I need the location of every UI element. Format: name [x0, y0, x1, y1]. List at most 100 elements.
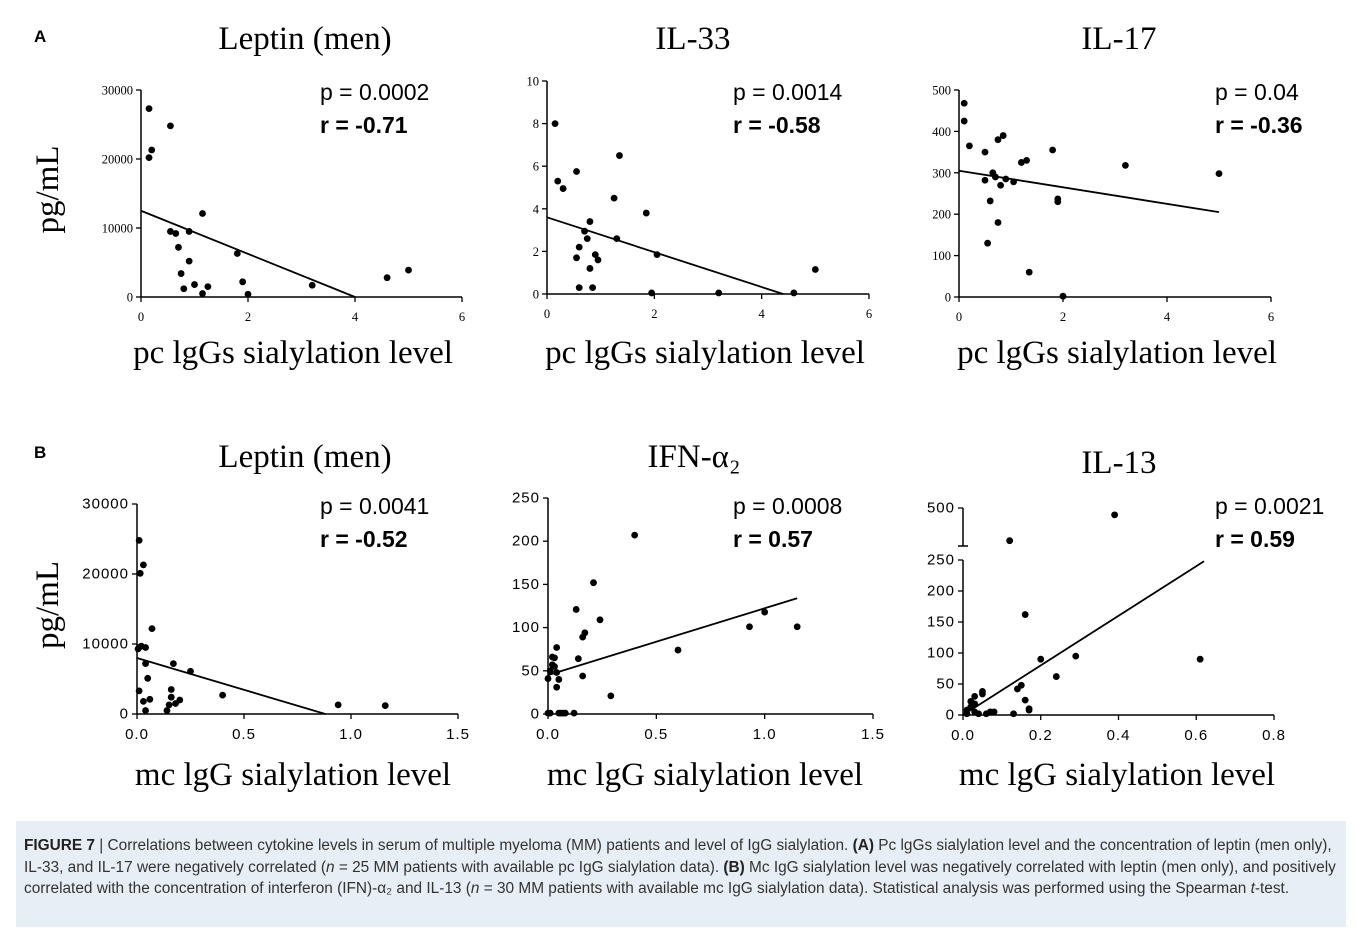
caption-n: n — [470, 880, 480, 897]
data-point — [648, 289, 656, 297]
x-tick-label: 6 — [1268, 310, 1274, 324]
y-tick-label: 100 — [512, 619, 540, 636]
x-tick-label: 0.0 — [536, 726, 560, 743]
y-tick-label: 400 — [932, 125, 951, 139]
data-point — [561, 709, 569, 717]
y-tick-label: 100 — [927, 645, 955, 662]
x-tick-label: 4 — [759, 307, 766, 321]
chart-title: Leptin (men) — [218, 439, 391, 475]
regression-line — [140, 209, 356, 298]
data-point — [986, 197, 994, 205]
chart-5: IFN-α₂ 0.0 0.5 1.0 1.5 0 50 100 150 200 250 p = 0.0… — [512, 439, 885, 793]
data-point — [610, 194, 618, 202]
data-point — [573, 254, 580, 262]
data-point — [551, 654, 558, 662]
data-point — [960, 99, 968, 107]
x-tick-label: 1.0 — [753, 726, 777, 743]
y-axis-label: pg/mL — [30, 561, 66, 649]
data-point — [553, 644, 561, 651]
x-tick-label: 2 — [1060, 310, 1066, 324]
r-value: r = -0.36 — [1215, 112, 1303, 138]
x-axis-label: mc lgG sialylation level — [135, 757, 451, 793]
data-point — [559, 185, 567, 192]
data-point — [674, 646, 682, 654]
chart-title: IFN-α₂ — [648, 439, 741, 475]
r-value: r = -0.71 — [320, 112, 408, 138]
x-tick-label: 0 — [544, 307, 550, 321]
y-tick-label: 250 — [927, 552, 955, 569]
data-point — [140, 561, 147, 569]
data-point — [546, 667, 554, 675]
y-tick-label: 4 — [533, 202, 540, 216]
data-point — [175, 243, 182, 251]
y-tick-label: 6 — [533, 160, 539, 174]
data-point — [581, 629, 589, 637]
data-point — [142, 660, 149, 667]
caption-tag-a: (A) — [852, 837, 874, 854]
y-tick-label: 10000 — [82, 636, 129, 653]
data-point — [219, 691, 227, 699]
p-value: p = 0.0021 — [1215, 493, 1324, 519]
regression-line — [962, 560, 1205, 716]
data-point — [163, 707, 171, 714]
chart-title: IL-33 — [655, 21, 730, 57]
x-axis-label: mc lgG sialylation level — [959, 757, 1275, 793]
data-point — [167, 228, 174, 235]
data-point — [575, 284, 583, 292]
data-point — [1006, 537, 1014, 545]
chart-4: Leptin (men) 0.0 0.5 1.0 1.5 0 10000 20000 30000… — [30, 439, 469, 793]
panel-label-a: A — [34, 27, 47, 46]
data-point — [1023, 156, 1030, 164]
data-point — [746, 623, 753, 631]
data-point — [979, 688, 986, 695]
data-point — [1017, 681, 1025, 689]
x-tick-label: 2 — [245, 310, 251, 324]
r-value: r = -0.58 — [733, 112, 821, 138]
x-tick-label: 0.4 — [1107, 727, 1131, 744]
y-tick-label: 300 — [932, 166, 951, 180]
data-point — [144, 674, 152, 682]
x-tick-label: 4 — [352, 310, 359, 324]
data-point — [167, 686, 175, 693]
data-point — [145, 105, 153, 113]
chart-6: IL-13 0.0 0.2 0.4 0.6 0.8 0 50 100 150 200 250 500 p … — [927, 445, 1324, 793]
data-point — [1122, 161, 1129, 169]
data-point — [185, 257, 193, 265]
caption-part: Mc IgG sialylation level was negatively … — [24, 858, 1336, 898]
y-tick-label: 250 — [512, 490, 540, 507]
y-tick-label: 30000 — [82, 496, 129, 513]
caption-part: Correlations between cytokine levels in … — [107, 837, 853, 854]
x-tick-label: 1.5 — [861, 726, 885, 743]
regression-line — [547, 597, 798, 676]
p-value: p = 0.04 — [1215, 79, 1299, 105]
data-point — [971, 700, 979, 708]
x-tick-label: 2 — [651, 307, 657, 321]
data-point — [308, 281, 316, 289]
caption-n: n — [326, 858, 335, 876]
data-point — [551, 663, 558, 670]
data-point — [167, 122, 174, 130]
data-point — [244, 290, 252, 298]
data-point — [999, 132, 1007, 139]
x-axis-label: pc lgGs sialylation level — [133, 335, 453, 371]
caption-part: -test. — [1254, 880, 1290, 897]
data-point — [177, 270, 185, 277]
y-tick-label: 150 — [512, 576, 540, 593]
data-point — [1010, 710, 1017, 718]
data-point — [176, 696, 184, 704]
y-tick-label: 10000 — [102, 222, 133, 236]
y-tick-label: 0 — [531, 706, 540, 723]
data-point — [631, 531, 639, 539]
data-point — [981, 176, 989, 184]
data-point — [187, 667, 194, 675]
data-point — [145, 154, 153, 162]
data-point — [1002, 175, 1010, 183]
data-point — [553, 683, 561, 691]
x-tick-label: 1.0 — [339, 726, 363, 743]
y-tick-label: 200 — [932, 208, 951, 222]
data-point — [607, 692, 615, 700]
data-point — [581, 227, 588, 235]
x-axis-label: pc lgGs sialylation level — [957, 335, 1277, 371]
figure-caption: FIGURE 7 | Correlations between cytokine… — [16, 821, 1346, 927]
data-point — [994, 219, 1002, 226]
